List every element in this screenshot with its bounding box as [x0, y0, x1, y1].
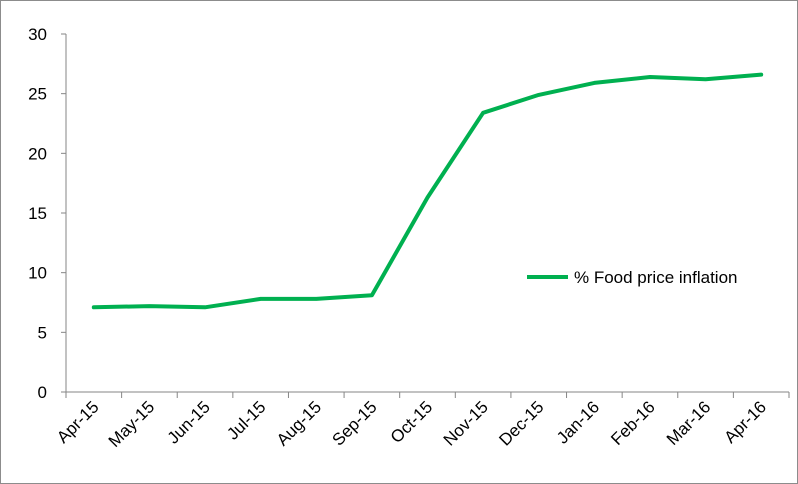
- legend: % Food price inflation: [527, 268, 737, 287]
- legend-label: % Food price inflation: [574, 268, 737, 287]
- axes: [65, 34, 789, 393]
- y-tick-label: 30: [28, 25, 47, 44]
- y-tick-label: 5: [38, 323, 47, 342]
- y-tick-label: 10: [28, 264, 47, 283]
- x-tick-label: Apr-15: [53, 397, 103, 447]
- x-tick-label: Apr-16: [721, 397, 771, 447]
- x-tick-label: Sep-15: [329, 397, 381, 449]
- x-tick-label: Nov-15: [440, 397, 492, 449]
- x-tick-label: Jun-15: [164, 397, 214, 447]
- x-tick-label: Jan-16: [553, 397, 603, 447]
- series-lines: [91, 72, 764, 310]
- y-tick-label: 20: [28, 144, 47, 163]
- y-tick-label: 0: [38, 383, 47, 402]
- x-tick-label: Oct-15: [387, 397, 437, 447]
- x-axis-ticks: Apr-15 May-15 Jun-15 Jul-15 Aug-15 Sep-15 Oct-…: [53, 392, 790, 451]
- x-tick-label: Dec-15: [495, 397, 547, 449]
- y-tick-label: 25: [28, 85, 47, 104]
- x-tick-label: May-15: [105, 397, 159, 451]
- x-tick-label: Jul-15: [223, 397, 269, 443]
- x-tick-label: Feb-16: [607, 397, 659, 449]
- y-axis-ticks: 0 5 10 15 20 25 30: [28, 25, 66, 402]
- x-tick-label: Mar-16: [663, 397, 715, 449]
- x-tick-label: Aug-15: [273, 397, 325, 449]
- y-tick-label: 15: [28, 204, 47, 223]
